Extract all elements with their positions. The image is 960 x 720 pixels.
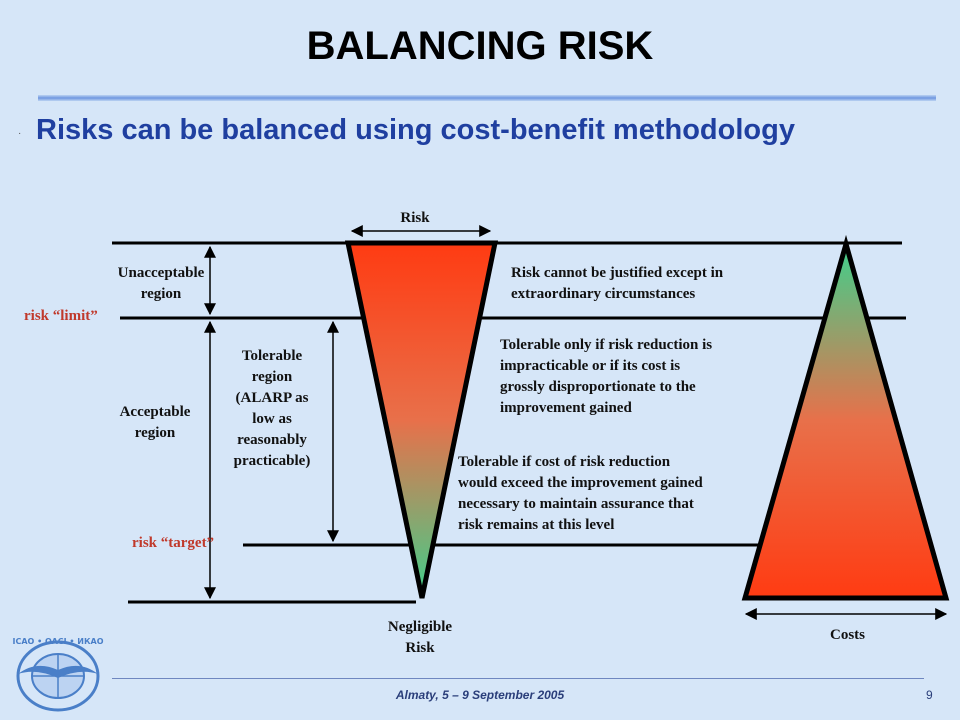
description-line: grossly disproportionate to the <box>500 379 696 395</box>
description-line: Risk cannot be justified except in <box>511 265 724 281</box>
title-divider <box>38 95 936 101</box>
description-line: risk remains at this level <box>458 517 615 533</box>
bullet-marker: · <box>18 128 22 139</box>
footer-event: Almaty, 5 – 9 September 2005 <box>395 688 565 702</box>
risk-width-label: Risk <box>400 210 430 226</box>
negligible-risk-label: Negligible Risk <box>360 617 480 659</box>
tolerable-line: reasonably <box>237 432 307 448</box>
acceptable-label-line1: Acceptable <box>119 404 191 420</box>
tolerable-line: low as <box>252 411 292 427</box>
costs-triangle <box>741 234 950 601</box>
tolerable-if-description: Tolerable if cost of risk reduction woul… <box>458 452 703 536</box>
unacceptable-label-line1: Unacceptable <box>117 265 205 281</box>
tolerable-line: region <box>251 369 293 385</box>
risk-triangle <box>344 240 499 599</box>
tolerable-line: practicable) <box>233 453 311 469</box>
acceptable-region-label: Acceptable region <box>80 402 230 444</box>
logo-ring-text: ICAO • OACI • ИКАО <box>12 637 103 646</box>
page-number: 9 <box>926 688 933 702</box>
negligible-label-line1: Negligible <box>387 619 453 635</box>
description-line: Tolerable if cost of risk reduction <box>458 454 671 470</box>
tolerable-only-description: Tolerable only if risk reduction is impr… <box>500 335 712 419</box>
description-line: necessary to maintain assurance that <box>458 496 694 512</box>
description-line: improvement gained <box>500 400 632 416</box>
description-line: would exceed the improvement gained <box>458 475 703 491</box>
risk-target-label: risk “target” <box>132 535 215 551</box>
tolerable-line: Tolerable <box>241 348 303 364</box>
slide-subtitle: Risks can be balanced using cost-benefit… <box>36 114 795 146</box>
unjustified-description: Risk cannot be justified except in extra… <box>511 263 723 305</box>
slide-title: BALANCING RISK <box>306 24 654 68</box>
footer-divider <box>112 678 924 679</box>
acceptable-label-line2: region <box>134 425 176 441</box>
description-line: extraordinary circumstances <box>511 286 696 302</box>
tolerable-region-label: Tolerable region (ALARP as low as reason… <box>212 346 332 472</box>
costs-label: Costs <box>829 627 865 643</box>
unacceptable-region-label: Unacceptable region <box>76 263 246 305</box>
negligible-label-line2: Risk <box>405 640 435 656</box>
icao-logo: ICAO • OACI • ИКАО <box>12 637 104 712</box>
tolerable-line: (ALARP as <box>235 390 309 406</box>
description-line: impracticable or if its cost is <box>500 358 681 374</box>
description-line: Tolerable only if risk reduction is <box>500 337 713 353</box>
unacceptable-label-line2: region <box>140 286 182 302</box>
risk-limit-label: risk “limit” <box>24 308 98 324</box>
